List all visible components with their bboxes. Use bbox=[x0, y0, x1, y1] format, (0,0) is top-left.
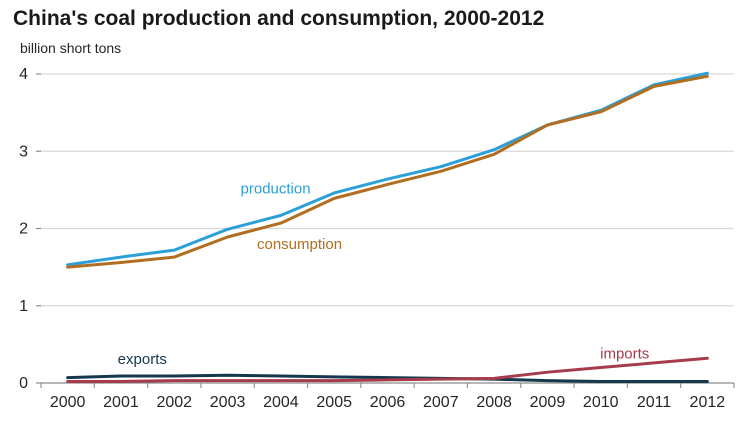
y-tick-label: 0 bbox=[19, 375, 28, 392]
exports-line bbox=[66, 373, 709, 383]
series-label-imports: imports bbox=[600, 346, 649, 363]
y-tick-label: 1 bbox=[19, 298, 28, 315]
x-tick-label: 2012 bbox=[690, 394, 726, 411]
y-axis-unit-label: billion short tons bbox=[20, 40, 122, 56]
x-tick-label: 2003 bbox=[210, 394, 246, 411]
x-tick-label: 2000 bbox=[50, 394, 86, 411]
x-tick-label: 2009 bbox=[530, 394, 566, 411]
y-tick-label: 4 bbox=[19, 66, 28, 83]
x-tick-label: 2007 bbox=[423, 394, 459, 411]
series-label-exports: exports bbox=[118, 351, 167, 368]
x-tick-label: 2002 bbox=[156, 394, 192, 411]
chart-title: China's coal production and consumption,… bbox=[13, 7, 545, 30]
x-tick-label: 2010 bbox=[583, 394, 619, 411]
x-tick-label: 2005 bbox=[316, 394, 352, 411]
y-tick-label: 3 bbox=[19, 143, 28, 160]
x-tick-label: 2008 bbox=[476, 394, 512, 411]
series-label-consumption: consumption bbox=[257, 236, 342, 253]
x-tick-label: 2004 bbox=[263, 394, 299, 411]
x-tick-label: 2001 bbox=[103, 394, 139, 411]
y-tick-label: 2 bbox=[19, 221, 28, 238]
consumption-line bbox=[66, 74, 709, 269]
x-tick-label: 2011 bbox=[637, 394, 672, 411]
x-tick-label: 2006 bbox=[370, 394, 406, 411]
production-line bbox=[66, 71, 709, 267]
series-label-production: production bbox=[241, 180, 311, 197]
imports-line bbox=[66, 356, 709, 383]
